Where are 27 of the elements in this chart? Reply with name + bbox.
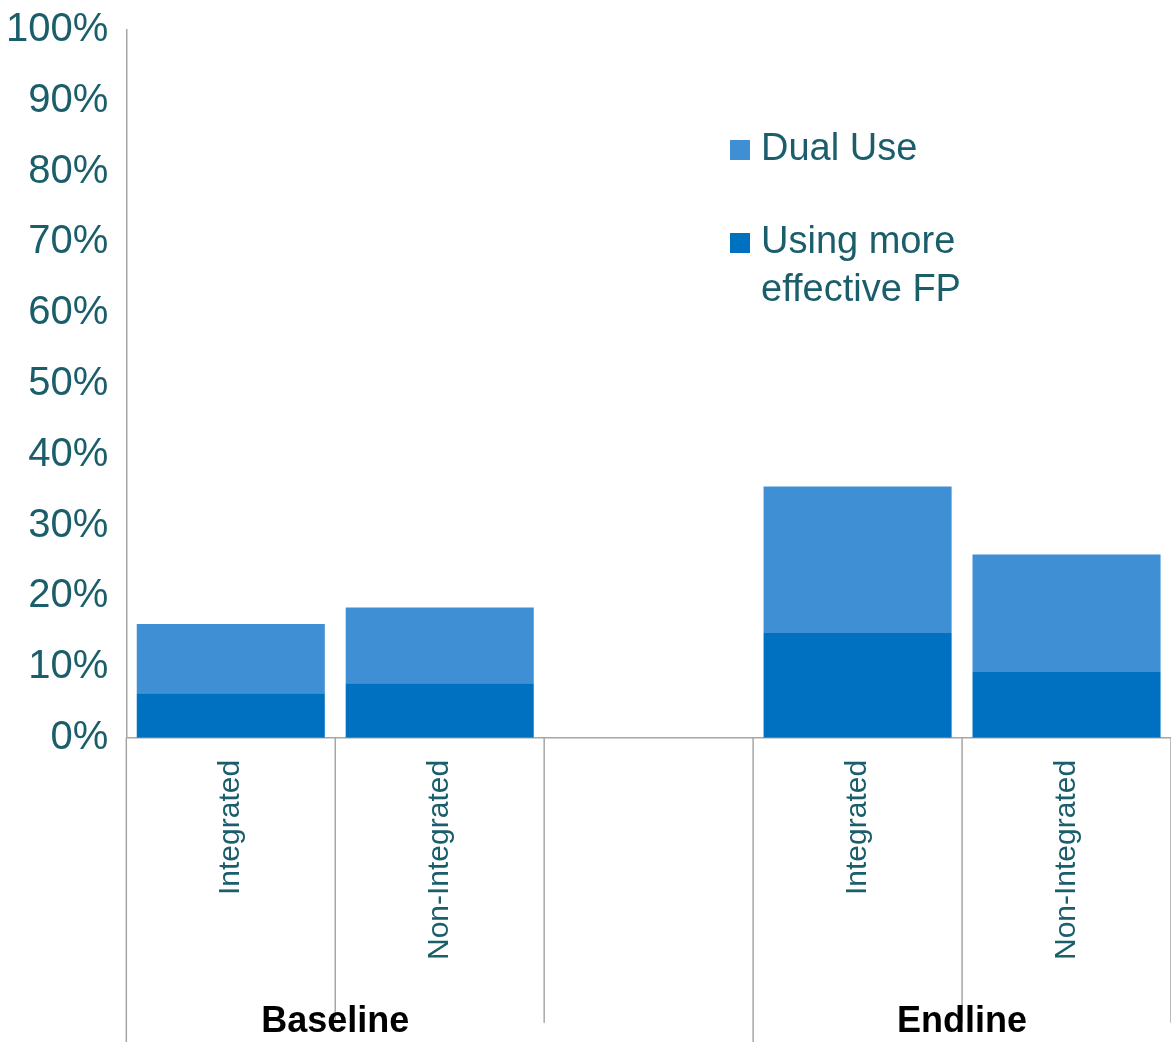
text: Endline (897, 998, 1028, 1040)
y-tick-label: 50% (28, 358, 109, 403)
text: Baseline (261, 998, 410, 1040)
bar (972, 672, 1161, 738)
legend-label: Dual Use (761, 126, 918, 169)
y-tick-label: 80% (28, 146, 109, 191)
x-tick-label: Integrated (212, 759, 246, 895)
x-tick-label: Non-Integrated (420, 759, 454, 961)
y-tick-label: 0% (50, 712, 109, 757)
bar (345, 683, 534, 738)
y-tick-label: 100% (5, 5, 109, 50)
bar (763, 633, 952, 738)
y-tick-label: 90% (28, 75, 109, 120)
bar (763, 486, 952, 634)
y-tick-label: 30% (28, 500, 109, 545)
y-tick-label: 10% (28, 642, 109, 687)
bar (345, 607, 534, 684)
y-tick-label: 40% (28, 429, 109, 474)
bar (136, 623, 325, 694)
x-tick-label: Integrated (838, 759, 872, 895)
y-tick-label: 70% (28, 217, 109, 262)
bar (972, 554, 1161, 673)
bar (136, 693, 325, 738)
y-tick-label: 60% (28, 288, 109, 333)
legend-label: Using more effective FP (761, 219, 961, 310)
x-tick-label: Non-Integrated (1047, 759, 1081, 961)
y-tick-label: 20% (28, 571, 109, 616)
